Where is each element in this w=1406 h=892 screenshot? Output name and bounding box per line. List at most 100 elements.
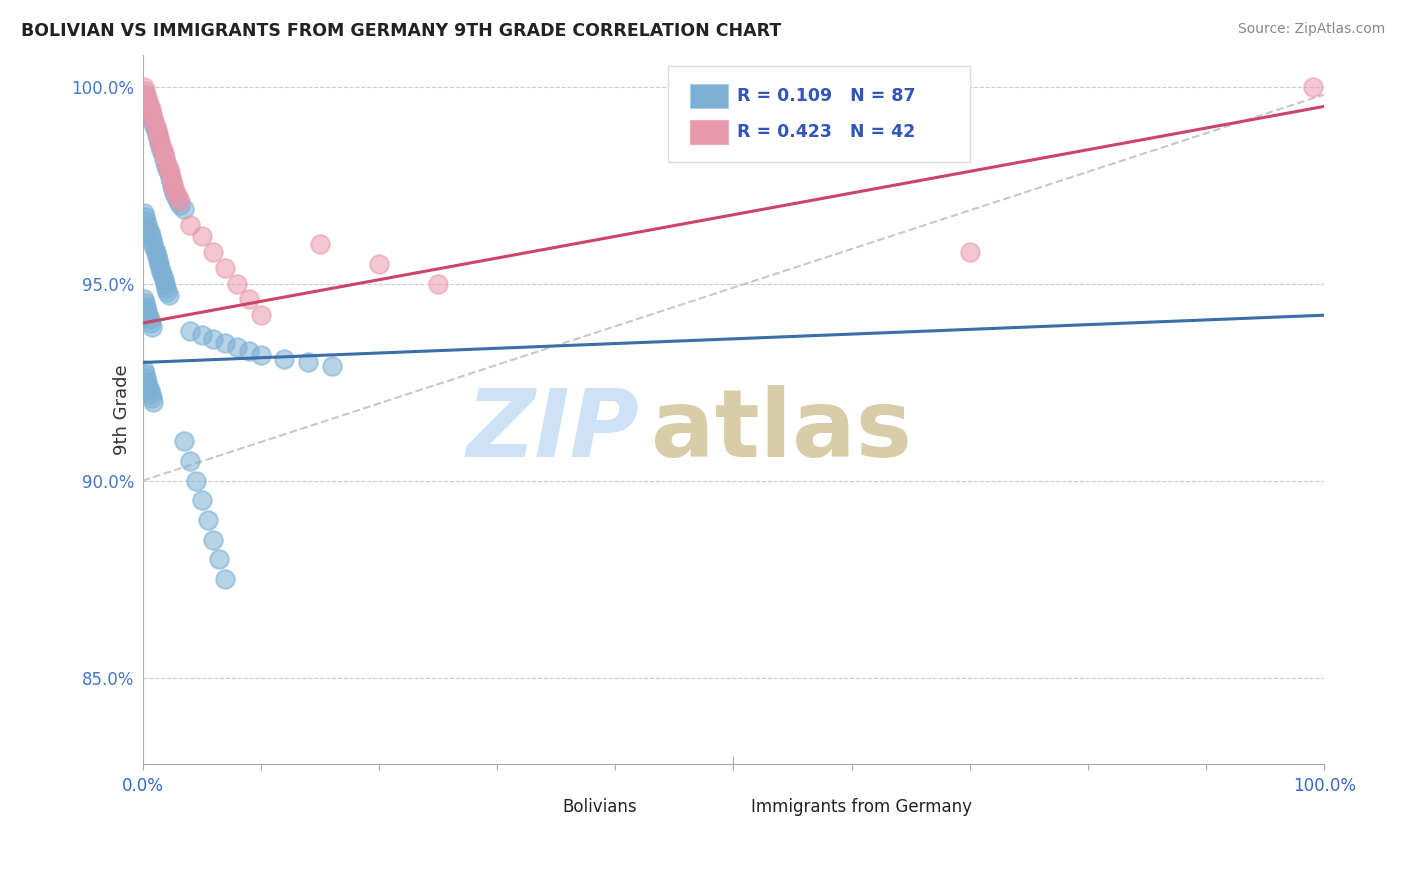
Point — [173, 434, 195, 449]
Point — [139, 316, 162, 330]
Point — [141, 107, 163, 121]
Point — [146, 127, 169, 141]
Point — [142, 111, 165, 125]
Point — [156, 162, 179, 177]
Point — [165, 186, 187, 200]
Point — [145, 249, 167, 263]
Point — [148, 131, 170, 145]
Point — [273, 351, 295, 366]
Point — [135, 213, 157, 227]
Point — [141, 320, 163, 334]
Point — [139, 387, 162, 401]
Point — [197, 513, 219, 527]
Point — [153, 151, 176, 165]
Point — [138, 99, 160, 113]
Point — [308, 237, 330, 252]
Point — [169, 194, 191, 208]
Text: R = 0.423   N = 42: R = 0.423 N = 42 — [737, 123, 915, 141]
Point — [138, 99, 160, 113]
Point — [190, 327, 212, 342]
Point — [150, 143, 173, 157]
Point — [136, 304, 159, 318]
Point — [143, 119, 166, 133]
Point — [139, 103, 162, 118]
Point — [153, 277, 176, 291]
Point — [153, 154, 176, 169]
Point — [145, 123, 167, 137]
Point — [135, 87, 157, 102]
Point — [159, 166, 181, 180]
Point — [134, 87, 156, 102]
Point — [138, 383, 160, 397]
Point — [134, 296, 156, 310]
Point — [142, 237, 165, 252]
Point — [155, 158, 177, 172]
Point — [135, 91, 157, 105]
Point — [135, 301, 157, 315]
Point — [139, 107, 162, 121]
Point — [249, 348, 271, 362]
Point — [138, 221, 160, 235]
Text: Bolivians: Bolivians — [562, 798, 637, 816]
Point — [179, 454, 201, 468]
Point — [146, 131, 169, 145]
Point — [159, 170, 181, 185]
Point — [238, 343, 260, 358]
Point — [214, 260, 236, 275]
Point — [150, 138, 173, 153]
FancyBboxPatch shape — [516, 795, 554, 819]
Point — [184, 474, 207, 488]
Point — [143, 241, 166, 255]
Point — [152, 268, 174, 283]
Point — [160, 174, 183, 188]
Point — [138, 95, 160, 110]
Point — [169, 198, 191, 212]
Point — [156, 285, 179, 299]
Text: BOLIVIAN VS IMMIGRANTS FROM GERMANY 9TH GRADE CORRELATION CHART: BOLIVIAN VS IMMIGRANTS FROM GERMANY 9TH … — [21, 22, 782, 40]
Point — [139, 229, 162, 244]
FancyBboxPatch shape — [668, 66, 970, 161]
Point — [138, 103, 160, 118]
Point — [132, 363, 155, 377]
Point — [190, 493, 212, 508]
Text: Source: ZipAtlas.com: Source: ZipAtlas.com — [1237, 22, 1385, 37]
Point — [155, 154, 177, 169]
Point — [132, 293, 155, 307]
Point — [959, 245, 981, 260]
Point — [297, 355, 319, 369]
Point — [160, 170, 183, 185]
Point — [1302, 79, 1324, 94]
Point — [160, 174, 183, 188]
Point — [155, 280, 177, 294]
Point — [165, 190, 187, 204]
Point — [202, 245, 225, 260]
Point — [142, 115, 165, 129]
Point — [249, 308, 271, 322]
Point — [214, 572, 236, 586]
Point — [163, 186, 186, 200]
Point — [136, 375, 159, 389]
Point — [145, 119, 167, 133]
Point — [214, 335, 236, 350]
Point — [202, 533, 225, 547]
Point — [152, 146, 174, 161]
Point — [149, 135, 172, 149]
Point — [136, 95, 159, 110]
Point — [134, 368, 156, 382]
Point — [141, 391, 163, 405]
Point — [138, 226, 160, 240]
Point — [157, 166, 180, 180]
Point — [368, 257, 391, 271]
Point — [162, 178, 184, 193]
Point — [134, 84, 156, 98]
Text: R = 0.109   N = 87: R = 0.109 N = 87 — [737, 87, 915, 105]
Point — [135, 371, 157, 385]
Point — [141, 233, 163, 247]
Point — [149, 138, 172, 153]
Point — [427, 277, 450, 291]
Point — [143, 115, 166, 129]
Point — [321, 359, 343, 374]
Point — [153, 146, 176, 161]
Point — [153, 273, 176, 287]
Point — [208, 552, 231, 566]
